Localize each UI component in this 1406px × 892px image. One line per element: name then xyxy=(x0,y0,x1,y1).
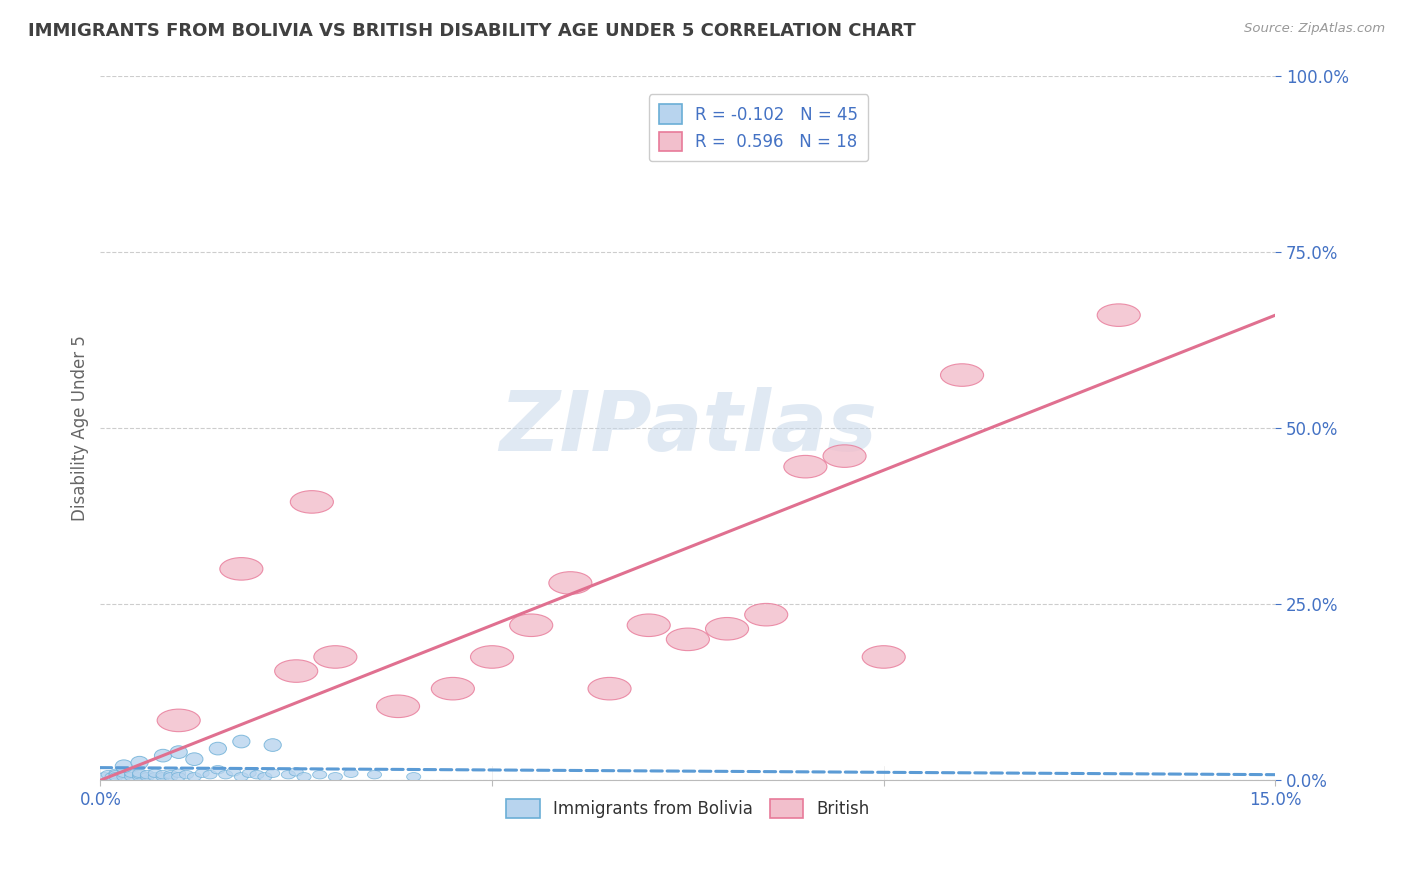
Ellipse shape xyxy=(180,771,194,779)
Ellipse shape xyxy=(132,769,146,778)
Ellipse shape xyxy=(235,772,249,781)
Y-axis label: Disability Age Under 5: Disability Age Under 5 xyxy=(72,335,89,521)
Legend: Immigrants from Bolivia, British: Immigrants from Bolivia, British xyxy=(499,792,876,825)
Ellipse shape xyxy=(165,772,179,781)
Ellipse shape xyxy=(209,742,226,755)
Ellipse shape xyxy=(156,772,170,781)
Ellipse shape xyxy=(131,756,148,769)
Ellipse shape xyxy=(110,772,124,781)
Ellipse shape xyxy=(941,364,984,386)
Ellipse shape xyxy=(588,677,631,700)
Ellipse shape xyxy=(125,772,139,781)
Ellipse shape xyxy=(548,572,592,594)
Ellipse shape xyxy=(187,772,201,781)
Ellipse shape xyxy=(110,771,124,779)
Text: IMMIGRANTS FROM BOLIVIA VS BRITISH DISABILITY AGE UNDER 5 CORRELATION CHART: IMMIGRANTS FROM BOLIVIA VS BRITISH DISAB… xyxy=(28,22,915,40)
Ellipse shape xyxy=(110,769,124,778)
Ellipse shape xyxy=(219,771,233,779)
Ellipse shape xyxy=(117,769,131,778)
Ellipse shape xyxy=(233,735,250,747)
Ellipse shape xyxy=(211,765,225,774)
Ellipse shape xyxy=(406,772,420,781)
Ellipse shape xyxy=(290,768,304,776)
Ellipse shape xyxy=(266,769,280,778)
Text: Source: ZipAtlas.com: Source: ZipAtlas.com xyxy=(1244,22,1385,36)
Ellipse shape xyxy=(202,771,217,779)
Ellipse shape xyxy=(125,769,139,778)
Ellipse shape xyxy=(156,771,170,779)
Ellipse shape xyxy=(97,772,111,781)
Ellipse shape xyxy=(329,772,343,781)
Ellipse shape xyxy=(117,771,131,779)
Ellipse shape xyxy=(314,646,357,668)
Ellipse shape xyxy=(367,771,381,779)
Ellipse shape xyxy=(290,491,333,513)
Ellipse shape xyxy=(117,772,131,781)
Ellipse shape xyxy=(132,772,146,781)
Ellipse shape xyxy=(242,769,256,778)
Ellipse shape xyxy=(226,768,240,776)
Ellipse shape xyxy=(666,628,710,650)
Ellipse shape xyxy=(172,772,186,781)
Ellipse shape xyxy=(250,771,264,779)
Ellipse shape xyxy=(257,772,271,781)
Ellipse shape xyxy=(148,772,162,781)
Ellipse shape xyxy=(141,771,155,779)
Ellipse shape xyxy=(509,614,553,637)
Ellipse shape xyxy=(377,695,419,717)
Text: ZIPatlas: ZIPatlas xyxy=(499,387,877,468)
Ellipse shape xyxy=(170,746,187,758)
Ellipse shape xyxy=(186,753,202,765)
Ellipse shape xyxy=(219,558,263,580)
Ellipse shape xyxy=(101,771,115,779)
Ellipse shape xyxy=(312,771,326,779)
Ellipse shape xyxy=(172,769,186,778)
Ellipse shape xyxy=(297,772,311,781)
Ellipse shape xyxy=(706,617,748,640)
Ellipse shape xyxy=(627,614,671,637)
Ellipse shape xyxy=(471,646,513,668)
Ellipse shape xyxy=(823,445,866,467)
Ellipse shape xyxy=(1097,304,1140,326)
Ellipse shape xyxy=(432,677,474,700)
Ellipse shape xyxy=(783,456,827,478)
Ellipse shape xyxy=(132,771,146,779)
Ellipse shape xyxy=(155,749,172,762)
Ellipse shape xyxy=(105,772,120,781)
Ellipse shape xyxy=(344,769,359,778)
Ellipse shape xyxy=(157,709,200,731)
Ellipse shape xyxy=(125,771,139,779)
Ellipse shape xyxy=(115,760,132,772)
Ellipse shape xyxy=(862,646,905,668)
Ellipse shape xyxy=(281,771,295,779)
Ellipse shape xyxy=(141,772,155,781)
Ellipse shape xyxy=(195,769,209,778)
Ellipse shape xyxy=(148,769,162,778)
Ellipse shape xyxy=(264,739,281,751)
Ellipse shape xyxy=(274,660,318,682)
Ellipse shape xyxy=(165,771,179,779)
Ellipse shape xyxy=(745,603,787,626)
